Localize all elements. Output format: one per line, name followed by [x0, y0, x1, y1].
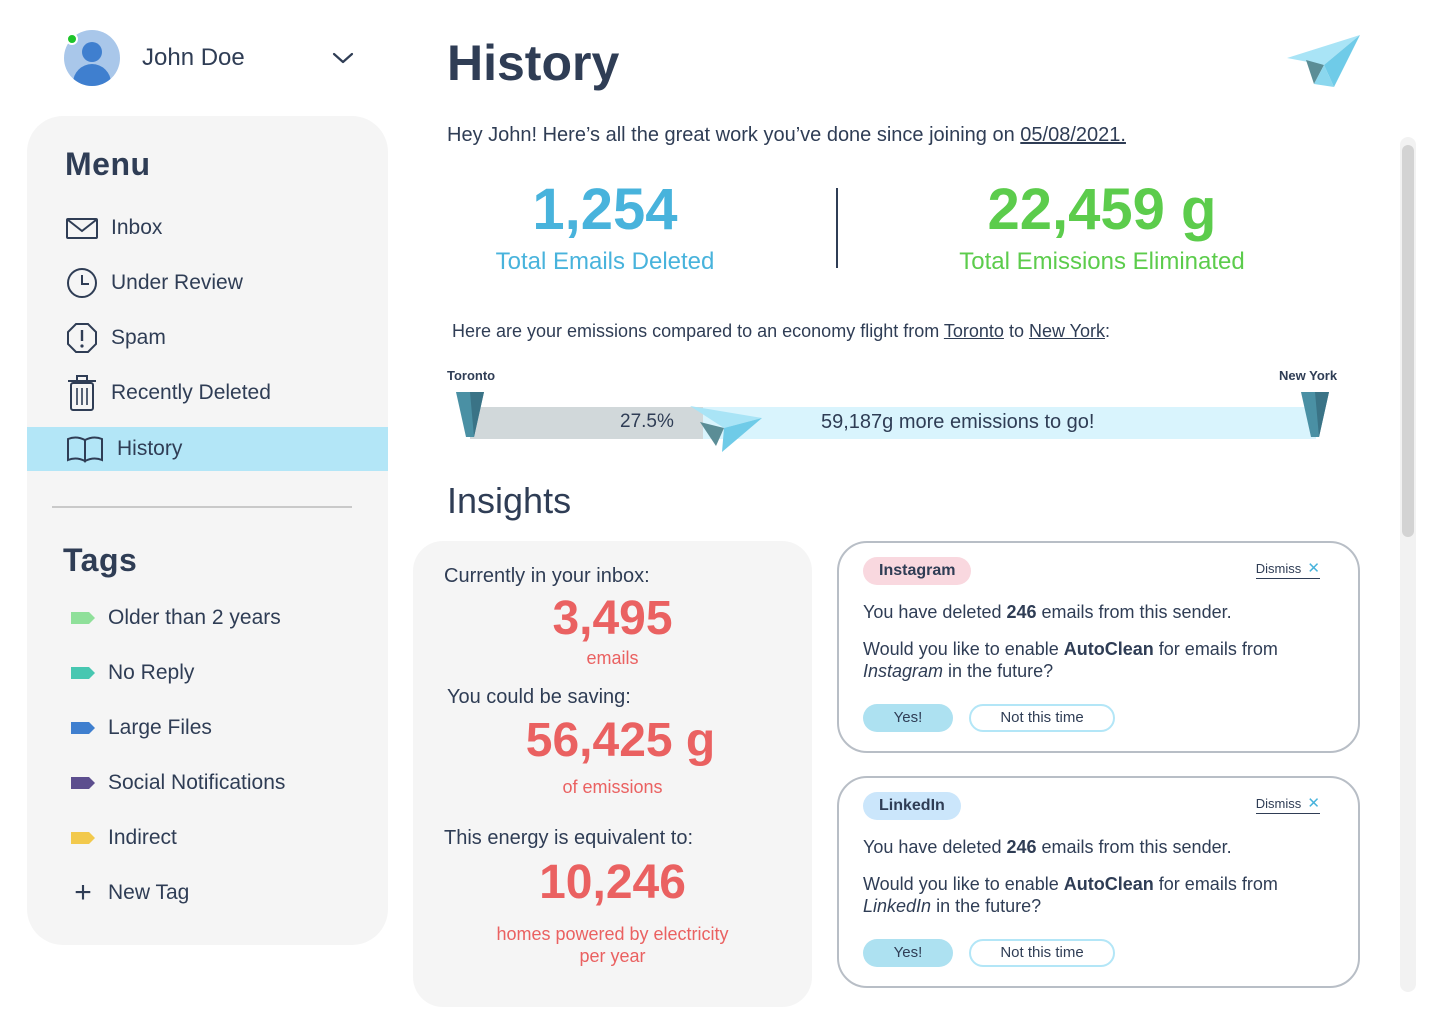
close-icon: ✕ — [1303, 560, 1320, 577]
user-menu[interactable]: John Doe — [64, 30, 354, 86]
book-icon — [67, 436, 103, 463]
new-tag-button[interactable]: + New Tag — [27, 873, 388, 913]
menu-title: Menu — [65, 146, 151, 182]
saving-value: 56,425 g — [525, 714, 716, 767]
inbox-label: Currently in your inbox: — [444, 565, 650, 587]
dismiss-button[interactable]: Dismiss ✕ — [1255, 795, 1320, 814]
tag-older-than-2-years[interactable]: Older than 2 years — [27, 598, 388, 638]
sidebar-divider — [52, 506, 352, 508]
destination-pin-icon — [1301, 392, 1329, 437]
yes-button[interactable]: Yes! — [863, 939, 953, 967]
sidebar: Menu Inbox Under Review Spam Recently De… — [27, 116, 388, 945]
tag-large-files[interactable]: Large Files — [27, 708, 388, 748]
sidebar-item-inbox[interactable]: Inbox — [27, 206, 388, 250]
equivalent-label: This energy is equivalent to: — [444, 827, 694, 849]
not-this-time-button[interactable]: Not this time — [969, 939, 1115, 967]
sidebar-item-recently-deleted[interactable]: Recently Deleted — [27, 371, 388, 415]
not-this-time-button[interactable]: Not this time — [969, 704, 1115, 732]
close-icon: ✕ — [1303, 795, 1320, 812]
emails-deleted-stat: 1,254 Total Emails Deleted — [470, 178, 740, 276]
tag-icon — [71, 667, 95, 679]
new-tag-label: New Tag — [108, 881, 190, 904]
equivalent-unit-line2: per year — [579, 946, 646, 966]
tag-no-reply[interactable]: No Reply — [27, 653, 388, 693]
chevron-down-icon[interactable] — [332, 51, 354, 65]
flight-progress-percent: 27.5% — [620, 411, 674, 432]
paper-plane-progress-icon — [690, 406, 762, 452]
emissions-stat: 22,459 g Total Emissions Eliminated — [920, 178, 1284, 276]
sidebar-item-label: Recently Deleted — [111, 381, 271, 404]
inbox-count: 3,495 — [552, 592, 673, 645]
tag-label: Social Notifications — [108, 771, 286, 794]
sender-pill: LinkedIn — [863, 792, 961, 820]
inbox-unit: emails — [586, 648, 639, 668]
saving-unit: of emissions — [562, 777, 663, 797]
sender-pill: Instagram — [863, 557, 972, 585]
destination-link[interactable]: New York — [1028, 321, 1105, 341]
sender-card-linkedin: LinkedIn Dismiss ✕ You have deleted 246 … — [837, 776, 1360, 988]
online-status-dot — [66, 33, 78, 45]
sidebar-item-history[interactable]: History — [27, 427, 388, 471]
flight-intro: Here are your emissions compared to an e… — [452, 321, 1111, 341]
origin-pin-icon — [456, 392, 484, 437]
sidebar-item-spam[interactable]: Spam — [27, 316, 388, 360]
autoclean-question: Would you like to enable AutoClean for e… — [863, 874, 1278, 916]
tag-label: No Reply — [108, 661, 195, 684]
deleted-count-text: You have deleted 246 emails from this se… — [863, 602, 1232, 622]
paper-plane-logo-icon — [1287, 35, 1360, 87]
flight-progress-fill — [470, 407, 703, 439]
sidebar-item-label: History — [117, 437, 183, 460]
tags-title: Tags — [63, 542, 138, 578]
tag-social-notifications[interactable]: Social Notifications — [27, 763, 388, 803]
stats-divider — [836, 188, 838, 268]
emissions-label: Total Emissions Eliminated — [959, 248, 1245, 275]
origin-city-label: Toronto — [447, 368, 496, 383]
equivalent-value: 10,246 — [539, 856, 686, 909]
tag-icon — [71, 612, 95, 624]
destination-city-label: New York — [1279, 368, 1338, 383]
tag-icon — [71, 832, 95, 844]
scrollbar-thumb[interactable] — [1402, 145, 1414, 537]
mail-icon — [66, 218, 98, 239]
insights-title: Insights — [447, 480, 572, 521]
tag-indirect[interactable]: Indirect — [27, 818, 388, 858]
avatar[interactable] — [64, 30, 120, 86]
tag-label: Indirect — [108, 826, 177, 849]
tag-icon — [71, 777, 95, 789]
inbox-insight-card: Currently in your inbox: 3,495 emails Yo… — [413, 541, 812, 1007]
yes-button[interactable]: Yes! — [863, 704, 953, 732]
tag-icon — [71, 722, 95, 734]
tag-label: Older than 2 years — [108, 606, 281, 629]
emails-deleted-label: Total Emails Deleted — [495, 248, 715, 275]
alert-icon — [67, 323, 97, 353]
sender-card-instagram: Instagram Dismiss ✕ You have deleted 246… — [837, 541, 1360, 753]
flight-progress-track — [470, 407, 1316, 439]
sidebar-item-label: Spam — [111, 326, 166, 349]
tag-label: Large Files — [108, 716, 212, 739]
trash-icon — [68, 375, 96, 411]
autoclean-question: Would you like to enable AutoClean for e… — [863, 639, 1278, 681]
dismiss-button[interactable]: Dismiss ✕ — [1255, 560, 1320, 579]
deleted-count-text: You have deleted 246 emails from this se… — [863, 837, 1232, 857]
flight-remaining-text: 59,187g more emissions to go! — [821, 411, 1095, 433]
intro-text: Hey John! Here’s all the great work you’… — [447, 124, 1126, 146]
sidebar-item-label: Inbox — [111, 216, 163, 239]
join-date: 05/08/2021. — [1020, 124, 1126, 146]
page-title: History — [447, 35, 620, 91]
user-name: John Doe — [142, 44, 245, 71]
origin-link[interactable]: Toronto — [943, 321, 1004, 341]
sidebar-item-under-review[interactable]: Under Review — [27, 261, 388, 305]
sidebar-item-label: Under Review — [111, 271, 243, 294]
plus-icon: + — [74, 876, 92, 909]
emails-deleted-value: 1,254 — [532, 177, 678, 242]
emissions-value: 22,459 g — [987, 177, 1217, 242]
saving-label: You could be saving: — [447, 686, 631, 708]
clock-icon — [67, 268, 97, 298]
scrollbar[interactable] — [1400, 137, 1416, 992]
equivalent-unit-line1: homes powered by electricity — [496, 924, 729, 944]
